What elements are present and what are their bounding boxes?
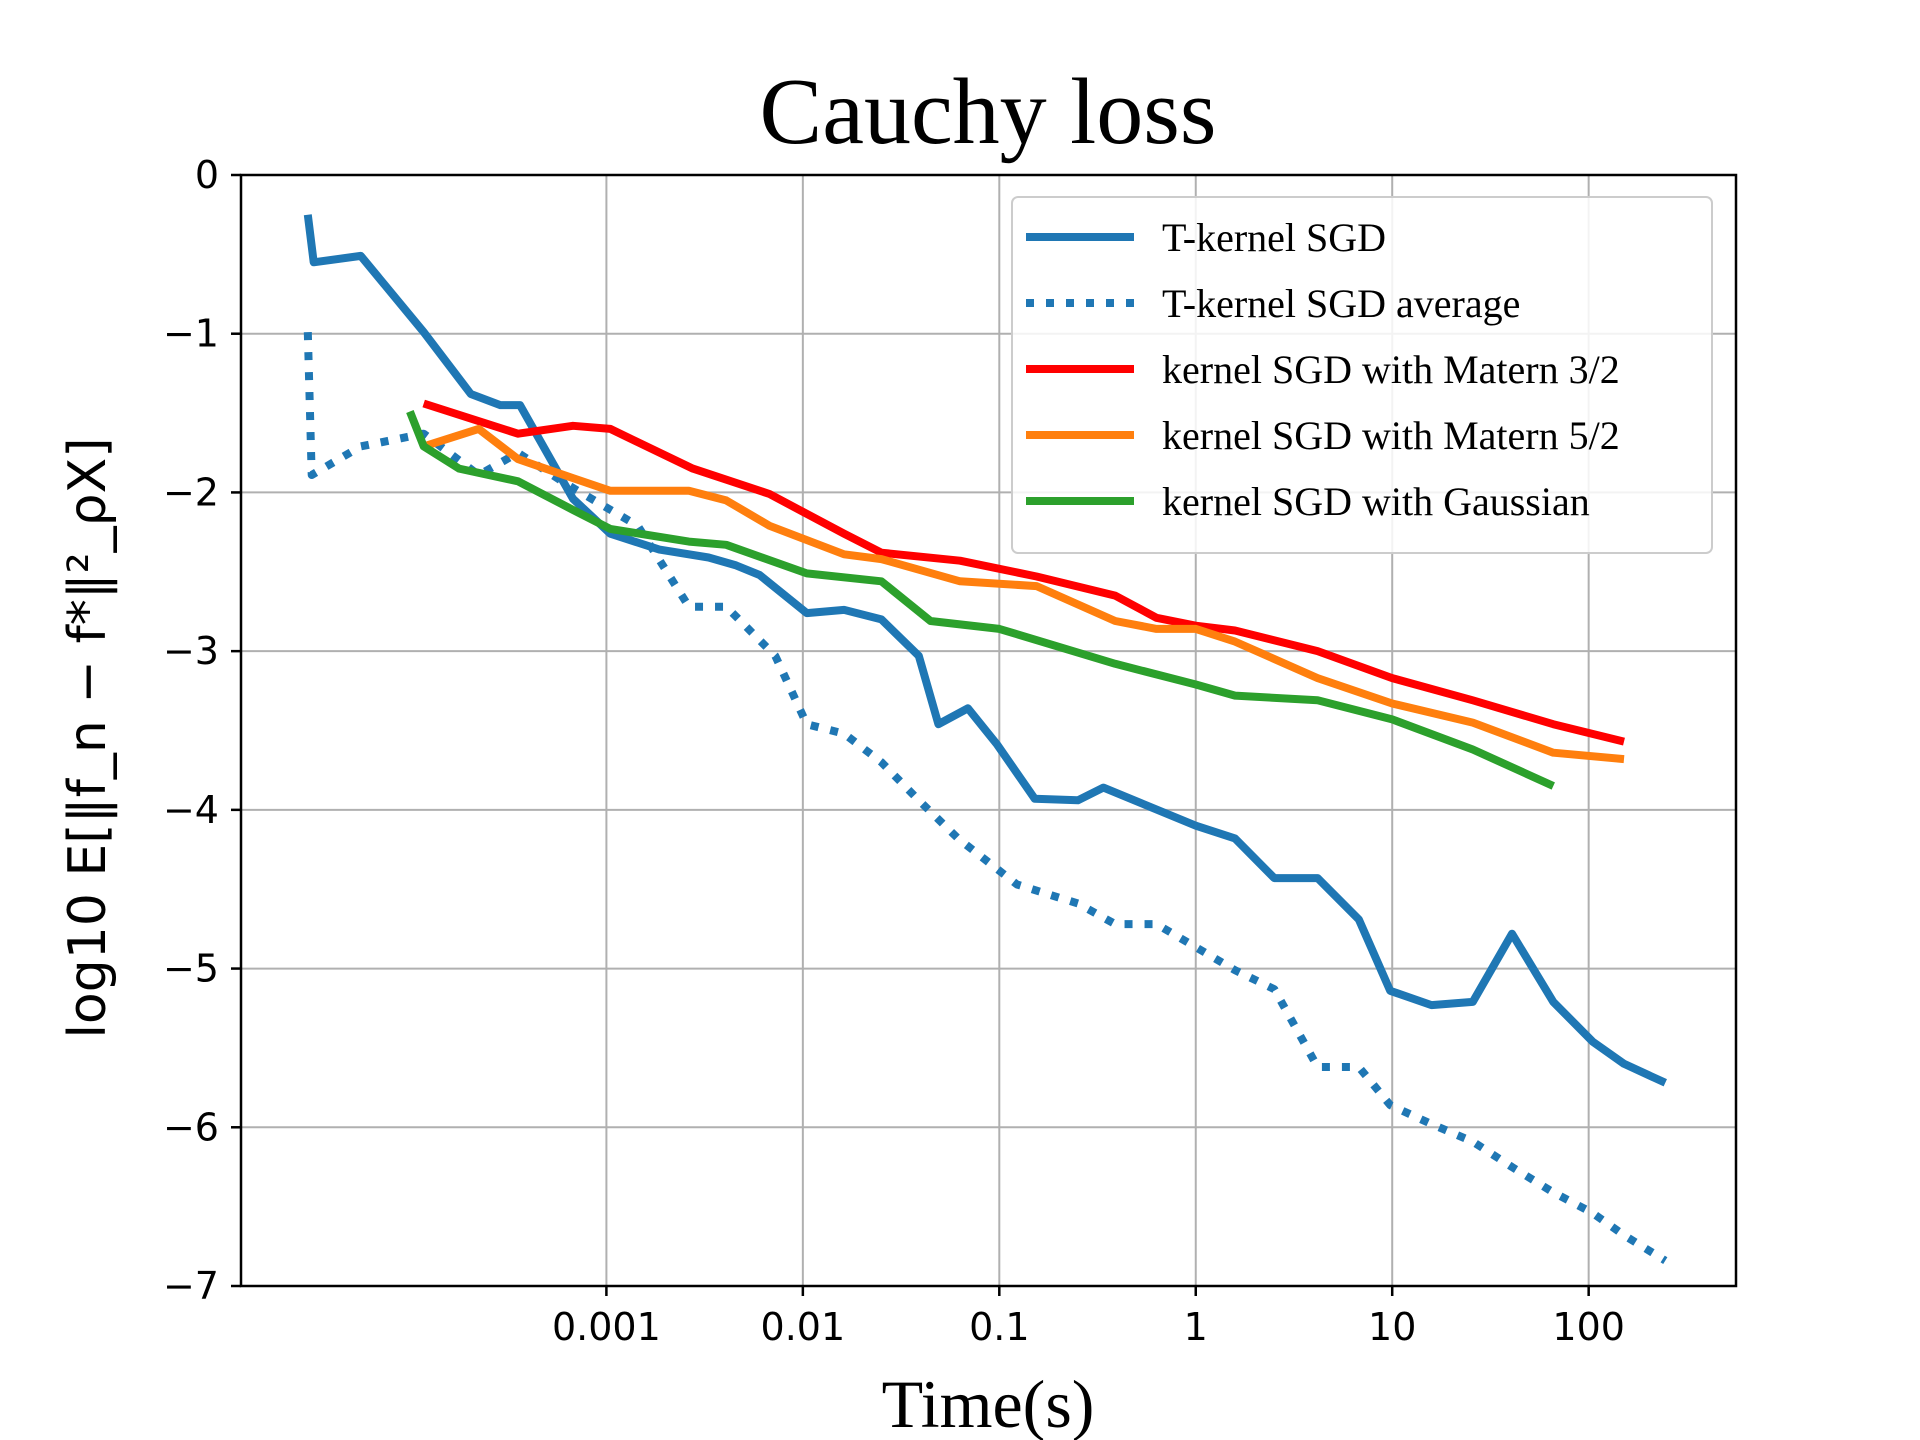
chart-title: Cauchy loss — [760, 60, 1217, 164]
series-line-4 — [406, 410, 1555, 790]
x-tick-label: 0.1 — [969, 1305, 1029, 1349]
series-line-3 — [422, 424, 1625, 764]
y-axis-label: log10 E[‖f_n − f*‖²_ρX] — [58, 437, 118, 1038]
y-tick-label: −7 — [163, 1264, 219, 1308]
x-axis-label: Time(s) — [882, 1366, 1095, 1440]
ticks: 0.001 0.01 0.1 1 10 100 0 −1 −2 −3 −4 −5 −6 −7 — [163, 153, 1625, 1349]
axes-frame — [239, 173, 1738, 1288]
y-tick-label: −4 — [163, 788, 219, 832]
x-tick-label: 0.01 — [761, 1305, 846, 1349]
y-tick-label: −5 — [163, 947, 219, 991]
y-tick-label: −1 — [163, 312, 219, 356]
legend-label-1: T-kernel SGD average — [1162, 281, 1520, 326]
y-tick-label: 0 — [195, 153, 219, 197]
legend-label-0: T-kernel SGD — [1162, 215, 1386, 260]
y-tick-label: −2 — [163, 470, 219, 514]
legend-label-2: kernel SGD with Matern 3/2 — [1162, 347, 1620, 392]
y-tick-label: −3 — [163, 629, 219, 673]
y-tick-label: −6 — [163, 1105, 219, 1149]
x-tick-label: 100 — [1552, 1305, 1625, 1349]
legend-label-4: kernel SGD with Gaussian — [1162, 479, 1590, 524]
legend-box — [1011, 196, 1713, 554]
series-line-0 — [303, 214, 1667, 1087]
legend-label-3: kernel SGD with Matern 5/2 — [1162, 413, 1620, 458]
series-line-2 — [422, 399, 1625, 746]
x-tick-label: 0.001 — [552, 1305, 661, 1349]
x-tick-label: 10 — [1368, 1305, 1416, 1349]
series-layer — [303, 214, 1668, 1265]
x-tick-label: 1 — [1184, 1305, 1208, 1349]
legend: T-kernel SGD T-kernel SGD average kernel S… — [1011, 196, 1713, 554]
